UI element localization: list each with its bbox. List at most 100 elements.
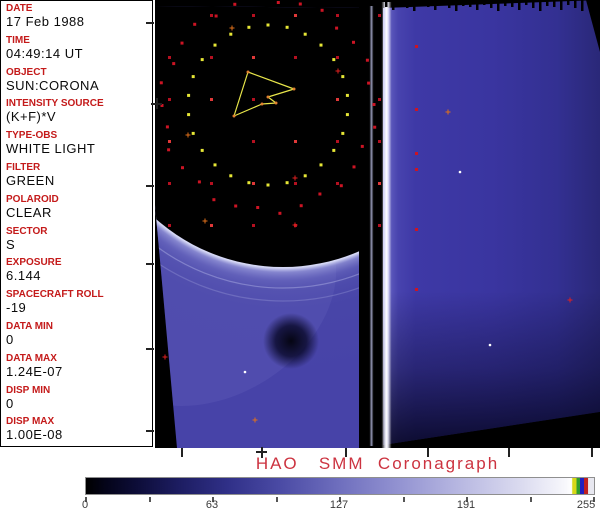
frame-tick (146, 22, 154, 24)
ring-dot-red (373, 125, 377, 129)
coronagraph-image-canvas (155, 0, 600, 448)
colorbar-tick (339, 497, 341, 502)
colorbar-tick (593, 497, 595, 502)
metadata-value: 1.24E-07 (6, 363, 63, 379)
ring-dot-yellow (285, 181, 289, 185)
metadata-value: GREEN (6, 172, 55, 188)
pylon-bright-line (381, 2, 392, 448)
grid-dot (168, 224, 171, 227)
comb-mark (399, 0, 402, 5)
comb-mark (392, 0, 395, 10)
cross-mark (567, 297, 573, 303)
ring-dot-yellow (345, 93, 349, 97)
colorbar-tick (529, 497, 532, 502)
metadata-label: OBJECT (6, 66, 47, 78)
grid-dot (210, 182, 213, 185)
ring-dot-red (360, 144, 364, 148)
pylon-dim-line (369, 6, 374, 446)
diffraction-arc (155, 6, 369, 289)
colorbar-tick-label: 63 (205, 499, 219, 511)
metadata-value: -19 (6, 300, 27, 316)
colorbar-tick (466, 497, 468, 502)
comb-mark (588, 0, 591, 6)
comb-mark (469, 0, 472, 7)
metadata-entry: EXPOSURE 6.144 (6, 257, 152, 289)
grid-dot (168, 140, 171, 143)
edge-dot (415, 228, 418, 231)
ring-dot-red (256, 206, 260, 209)
comb-mark (448, 0, 451, 8)
ring-dot-yellow (319, 43, 323, 47)
ring-dot-yellow (319, 163, 323, 167)
metadata-value: CLEAR (6, 204, 52, 220)
star-speck (243, 370, 247, 374)
grid-dot (252, 98, 255, 101)
film-edge-comb-marks (385, 0, 591, 11)
cross-mark (445, 109, 451, 115)
ring-dot-red (335, 26, 339, 30)
ring-dot-red (352, 40, 355, 44)
grid-dot (378, 182, 381, 185)
metadata-label: FILTER (6, 161, 41, 173)
ring-dot-red (234, 204, 238, 208)
comb-mark (476, 0, 479, 10)
metadata-entry: TIME 04:49:14 UT (6, 35, 152, 67)
ring-dot-yellow (332, 148, 336, 152)
metadata-entry: DATE 17 Feb 1988 (6, 3, 152, 35)
diffraction-arc (155, 6, 369, 302)
ring-dot-red (352, 165, 356, 169)
ring-dot-red (318, 192, 322, 196)
ring-dot-red (299, 204, 303, 208)
metadata-value: 1.00E-08 (6, 427, 63, 443)
comb-mark (560, 0, 563, 10)
grid-dot (168, 182, 171, 185)
metadata-value: SUN:CORONA (6, 77, 100, 93)
ring-dot-yellow (229, 174, 233, 178)
ring-dot-red (193, 22, 197, 26)
ring-dot-yellow (266, 23, 270, 27)
metadata-label: DATE (6, 3, 33, 14)
frame-tick (146, 348, 154, 350)
grid-dot (294, 140, 297, 143)
comb-mark (497, 0, 500, 11)
ring-dot-red (165, 125, 169, 129)
frame-corner-cut (586, 0, 600, 52)
grid-dot (210, 56, 213, 59)
metadata-label: INTENSITY SOURCE (6, 98, 104, 110)
metadata-entry: TYPE-OBS WHITE LIGHT (6, 130, 152, 162)
comb-mark (539, 0, 542, 11)
comb-mark (455, 0, 458, 11)
grid-dot (294, 14, 297, 17)
cross-mark (335, 68, 341, 74)
comb-mark (483, 0, 486, 5)
metadata-label: SPACECRAFT ROLL (6, 289, 104, 301)
edge-dot (415, 152, 418, 155)
edge-dot (415, 45, 418, 48)
ring-dot-red (181, 166, 184, 170)
ring-dot-yellow (247, 181, 251, 185)
edge-dot (415, 108, 418, 111)
ring-dot-yellow (285, 25, 289, 29)
ring-dot-yellow (345, 113, 349, 117)
metadata-label: DISP MAX (6, 416, 55, 428)
polygon-vertex-dot (266, 95, 270, 99)
comb-mark (406, 0, 409, 8)
grid-dot (378, 224, 381, 227)
frame-tick (256, 451, 267, 453)
metadata-value: WHITE LIGHT (6, 141, 96, 157)
comb-mark (525, 0, 528, 5)
ring-dot-red (372, 103, 376, 106)
metadata-entry: DATA MIN 0 (6, 321, 152, 353)
comb-mark (546, 0, 549, 6)
grid-dot (252, 140, 255, 143)
frame-tick (146, 263, 154, 265)
grid-dot (336, 56, 339, 59)
colorbar-tick (212, 497, 214, 502)
comb-mark (567, 0, 570, 5)
grid-dot (378, 98, 381, 101)
metadata-label: TIME (6, 34, 30, 46)
grid-dot (252, 182, 255, 185)
edge-dot (415, 168, 418, 171)
grid-dot (336, 140, 339, 143)
